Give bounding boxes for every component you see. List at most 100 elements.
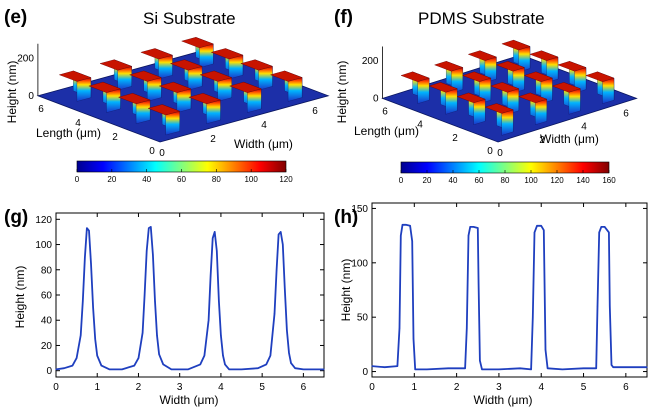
- pillar: [199, 70, 233, 102]
- panel-letter-h: (h): [334, 207, 358, 228]
- data-point: [371, 365, 373, 367]
- data-point: [278, 233, 280, 235]
- data-point: [544, 349, 547, 351]
- panel-title-f: PDMS Substrate: [418, 9, 545, 28]
- y-axis-label-h: Height (nm): [339, 259, 353, 322]
- x-tick-label: 2: [539, 135, 545, 146]
- data-point: [210, 275, 212, 277]
- panel-letter-f: (f): [334, 7, 353, 28]
- y-tick-label: 4: [75, 118, 81, 129]
- z-tick-label: 200: [362, 56, 379, 67]
- colorbar-e: 0 20 40 60 80 100 120: [75, 160, 293, 184]
- colorbar-tick-label: 20: [107, 175, 116, 184]
- y-tick-label: 6: [38, 104, 44, 115]
- data-point: [608, 231, 610, 233]
- data-point: [400, 235, 402, 237]
- data-point: [540, 225, 542, 227]
- data-point: [426, 368, 428, 370]
- y-tick-label: 80: [41, 265, 53, 276]
- x-tick-label: 3: [177, 382, 183, 393]
- y-tick-label: 120: [35, 215, 52, 226]
- data-point: [269, 355, 271, 357]
- y-tick-label: 0: [46, 366, 52, 377]
- data-point: [224, 363, 226, 365]
- data-point: [280, 231, 282, 233]
- data-point: [609, 305, 611, 307]
- data-point: [71, 365, 74, 367]
- pillar: [551, 82, 582, 115]
- data-point: [396, 365, 398, 367]
- x-tick-label: 2: [210, 134, 216, 145]
- z-axis-label-e: Height (nm): [5, 61, 19, 124]
- data-point: [86, 227, 88, 229]
- data-point: [265, 363, 267, 365]
- data-point: [405, 224, 407, 226]
- colorbar-tick-label: 60: [177, 175, 186, 184]
- plot-frame: [371, 202, 648, 378]
- data-point: [536, 225, 538, 227]
- data-point: [282, 243, 284, 246]
- pillar: [140, 48, 174, 80]
- data-point: [596, 305, 599, 307]
- pillar: [523, 71, 554, 104]
- y-axis-label-f: Length (μm): [354, 124, 419, 138]
- data-point: [600, 226, 602, 228]
- data-point: [532, 316, 534, 318]
- pillar: [433, 61, 464, 94]
- data-point: [214, 231, 216, 233]
- data-point: [208, 319, 210, 321]
- pillar: [188, 93, 222, 124]
- data-point: [84, 256, 86, 258]
- data-point: [384, 366, 386, 368]
- line-plot-h: 0 1 2 3 4 5 6 0 50 100 150: [351, 202, 648, 393]
- colorbar-tick-label: 140: [576, 176, 590, 185]
- x-axis-label-e: Width (μm): [234, 137, 293, 151]
- data-point: [409, 225, 411, 227]
- y-tick-label: 2: [112, 132, 118, 143]
- data-point: [290, 362, 292, 364]
- colorbar-tick-label: 0: [399, 176, 404, 185]
- data-point: [90, 262, 92, 265]
- data-point: [610, 364, 613, 366]
- data-point: [464, 367, 466, 369]
- pillar: [240, 59, 274, 91]
- pillar: [169, 59, 203, 91]
- data-point: [146, 250, 148, 252]
- data-point: [414, 368, 416, 370]
- x-tick-label: 0: [53, 382, 59, 393]
- x-tick-label: 5: [259, 382, 265, 393]
- y-tick-label: 40: [41, 316, 53, 327]
- data-point: [412, 338, 415, 340]
- x-axis-label-h: Width (μm): [474, 393, 533, 407]
- data-point: [148, 227, 150, 229]
- data-point: [212, 237, 214, 239]
- data-point: [133, 365, 135, 367]
- data-point: [288, 352, 290, 354]
- data-point: [154, 300, 156, 302]
- pillar: [158, 81, 192, 113]
- data-point: [401, 224, 404, 226]
- data-point: [170, 368, 172, 370]
- data-point: [137, 357, 140, 359]
- data-point: [519, 367, 521, 369]
- colorbar-tick-label: 100: [244, 175, 258, 184]
- data-point: [302, 368, 304, 370]
- data-point: [162, 363, 164, 365]
- pillar: [269, 70, 303, 102]
- data-point: [469, 226, 471, 228]
- pillar: [147, 104, 181, 136]
- x-tick-label: 2: [136, 382, 142, 393]
- data-point: [152, 254, 154, 256]
- z-tick-label: 0: [28, 91, 34, 102]
- y-tick-label: 0: [487, 146, 493, 157]
- x-tick-label: 1: [94, 382, 100, 393]
- data-point: [187, 368, 189, 370]
- pillar: [117, 93, 151, 124]
- x-tick-label: 4: [538, 382, 544, 393]
- x-tick-label: 2: [454, 382, 460, 393]
